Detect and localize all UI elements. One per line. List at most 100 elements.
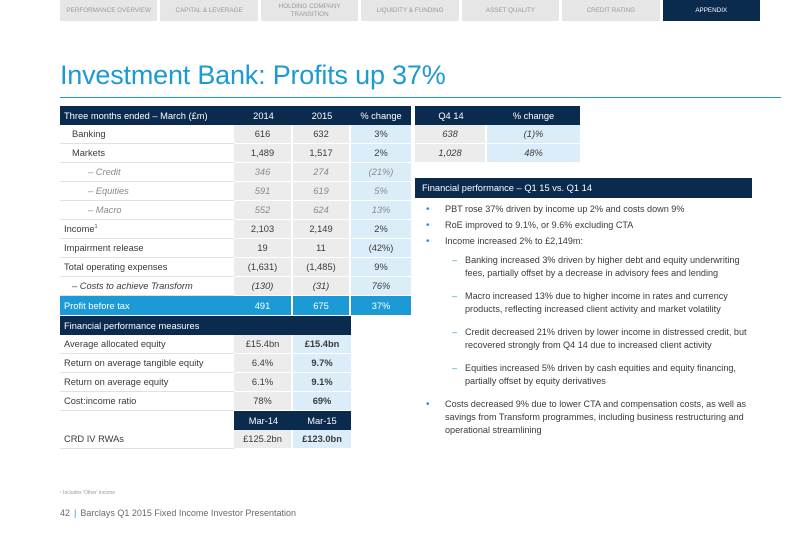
value-2015: 9.1%: [293, 373, 351, 392]
column-header-2014: 2014: [234, 106, 293, 125]
nav-tab-performance-overview[interactable]: PERFORMANCE OVERVIEW: [60, 0, 158, 21]
sub-bullet-equities: Equities increased 5% driven by cash equ…: [424, 362, 752, 388]
value-q4-14: 638: [415, 125, 487, 144]
value-change: 2%: [351, 144, 411, 163]
value-2015: 675: [293, 296, 351, 315]
row-label: Banking: [60, 125, 234, 144]
value-2015: 9.7%: [293, 354, 351, 373]
commentary-list: PBT rose 37% driven by income up 2% and …: [424, 203, 752, 440]
value-2015: 274: [293, 163, 351, 182]
bullet-roe: RoE improved to 9.1%, or 9.6% excluding …: [424, 219, 752, 232]
title-divider: [60, 97, 781, 98]
bullet-income: Income increased 2% to £2,149m:: [424, 235, 752, 248]
table-row: Income1 2,103 2,149 2%: [60, 220, 411, 239]
value-2014: 2,103: [234, 220, 293, 239]
sub-bullet-macro: Macro increased 13% due to higher income…: [424, 290, 752, 316]
row-label: – Costs to achieve Transform: [60, 277, 234, 296]
value-2014: 1,489: [234, 144, 293, 163]
row-label: – Macro: [60, 201, 234, 220]
footer-separator: |: [74, 508, 77, 518]
q4-comparison-table: Q4 14 % change 638 (1)% 1,028 48%: [415, 106, 580, 163]
table-row: CRD IV RWAs £125.2bn £123.0bn: [60, 430, 351, 449]
row-label: Markets: [60, 144, 234, 163]
value-change: (1)%: [487, 125, 580, 144]
value-2015: (31): [293, 277, 351, 296]
date-header-row: Mar-14 Mar-15: [60, 411, 351, 430]
value-2015: 1,517: [293, 144, 351, 163]
value-change: 2%: [351, 220, 411, 239]
value-change: 37%: [351, 296, 411, 315]
value-2014: (1,631): [234, 258, 293, 277]
table-row: Markets 1,489 1,517 2%: [60, 144, 411, 163]
page-footer: 42 | Barclays Q1 2015 Fixed Income Investo…: [60, 508, 296, 518]
value-2014: £15.4bn: [234, 335, 293, 354]
column-header-mar-14: Mar-14: [234, 411, 293, 430]
value-2014: 616: [234, 125, 293, 144]
row-label: Total operating expenses: [60, 258, 234, 277]
nav-tab-credit-rating[interactable]: CREDIT RATING: [562, 0, 660, 21]
row-label: Cost:income ratio: [60, 392, 234, 411]
table-header-row: Three months ended – March (£m) 2014 201…: [60, 106, 411, 125]
value-q4-14: 1,028: [415, 144, 487, 163]
value-2014: 19: [234, 239, 293, 258]
column-header-change: % change: [351, 106, 411, 125]
table-row: 1,028 48%: [415, 144, 580, 163]
sub-bullet-credit: Credit decreased 21% driven by lower inc…: [424, 326, 752, 352]
value-2015: 11: [293, 239, 351, 258]
bullet-pbt: PBT rose 37% driven by income up 2% and …: [424, 203, 752, 216]
table-row: Impairment release 19 11 (42%): [60, 239, 411, 258]
value-mar-14: £125.2bn: [234, 430, 293, 449]
page-number: 42: [60, 508, 71, 518]
row-label: Impairment release: [60, 239, 234, 258]
value-2014: 6.4%: [234, 354, 293, 373]
profit-before-tax-row: Profit before tax 491 675 37%: [60, 296, 411, 315]
page-title: Investment Bank: Profits up 37%: [60, 60, 446, 90]
nav-tab-asset-quality[interactable]: ASSET QUALITY: [461, 0, 560, 21]
row-label: CRD IV RWAs: [60, 430, 234, 449]
table-row: Cost:income ratio 78% 69%: [60, 392, 351, 411]
value-change: (42%): [351, 239, 411, 258]
bullet-costs: Costs decreased 9% due to lower CTA and …: [424, 398, 752, 437]
value-2014: 552: [234, 201, 293, 220]
value-2015: 619: [293, 182, 351, 201]
row-label: – Equities: [60, 182, 234, 201]
table-row: – Credit 346 274 (21%): [60, 163, 411, 182]
value-2015: (1,485): [293, 258, 351, 277]
income-label: Income: [64, 224, 95, 235]
value-change: 48%: [487, 144, 580, 163]
table-row: Return on average equity 6.1% 9.1%: [60, 373, 351, 392]
performance-measures-table: Financial performance measures Average a…: [60, 316, 351, 449]
value-2014: 591: [234, 182, 293, 201]
row-label: Income1: [60, 220, 234, 239]
nav-tab-holding-company-transition[interactable]: HOLDING COMPANY TRANSITION: [260, 0, 359, 21]
nav-tab-liquidity-funding[interactable]: LIQUIDITY & FUNDING: [361, 0, 459, 21]
table-row: – Equities 591 619 5%: [60, 182, 411, 201]
value-2014: (130): [234, 277, 293, 296]
nav-tab-capital-leverage[interactable]: CAPITAL & LEVERAGE: [160, 0, 258, 21]
value-change: 9%: [351, 258, 411, 277]
value-change: 5%: [351, 182, 411, 201]
column-header-q4-14: Q4 14: [415, 106, 487, 125]
nav-tab-appendix[interactable]: APPENDIX: [662, 0, 760, 21]
table-header-row: Q4 14 % change: [415, 106, 580, 125]
income-statement-table: Three months ended – March (£m) 2014 201…: [60, 106, 411, 315]
table-row: 638 (1)%: [415, 125, 580, 144]
row-label: Return on average equity: [60, 373, 234, 392]
column-header-change: % change: [487, 106, 580, 125]
column-header-period: Three months ended – March (£m): [60, 106, 234, 125]
value-2014: 6.1%: [234, 373, 293, 392]
table-row: Total operating expenses (1,631) (1,485)…: [60, 258, 411, 277]
value-2014: 346: [234, 163, 293, 182]
table-row: Return on average tangible equity 6.4% 9…: [60, 354, 351, 373]
value-change: 13%: [351, 201, 411, 220]
commentary-header: Financial performance – Q1 15 vs. Q1 14: [415, 178, 752, 198]
value-2015: 632: [293, 125, 351, 144]
blank-header-cell: [60, 411, 234, 430]
value-2015: 624: [293, 201, 351, 220]
row-label: Profit before tax: [60, 296, 234, 315]
value-2014: 491: [234, 296, 293, 315]
table-row: – Costs to achieve Transform (130) (31) …: [60, 277, 411, 296]
value-2015: 69%: [293, 392, 351, 411]
value-change: 3%: [351, 125, 411, 144]
value-2015: £15.4bn: [293, 335, 351, 354]
